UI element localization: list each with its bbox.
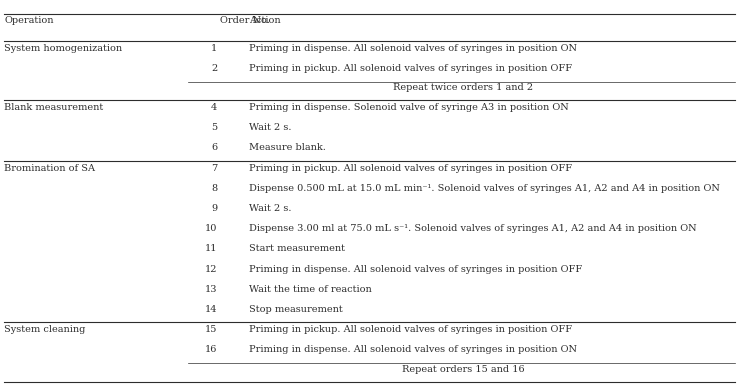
Text: Wait 2 s.: Wait 2 s.: [249, 204, 292, 213]
Text: Wait the time of reaction: Wait the time of reaction: [249, 285, 372, 294]
Text: Priming in pickup. All solenoid valves of syringes in position OFF: Priming in pickup. All solenoid valves o…: [249, 64, 572, 73]
Text: Blank measurement: Blank measurement: [4, 103, 104, 112]
Text: Priming in dispense. All solenoid valves of syringes in position ON: Priming in dispense. All solenoid valves…: [249, 44, 577, 53]
Text: Operation: Operation: [4, 16, 54, 25]
Text: Repeat twice orders 1 and 2: Repeat twice orders 1 and 2: [393, 83, 533, 93]
Text: 2: 2: [212, 64, 217, 73]
Text: 9: 9: [212, 204, 217, 213]
Text: 5: 5: [212, 123, 217, 132]
Text: Bromination of SA: Bromination of SA: [4, 164, 95, 172]
Text: Wait 2 s.: Wait 2 s.: [249, 123, 292, 132]
Text: Priming in dispense. Solenoid valve of syringe A3 in position ON: Priming in dispense. Solenoid valve of s…: [249, 103, 569, 112]
Text: 6: 6: [212, 143, 217, 152]
Text: 15: 15: [205, 325, 217, 334]
Text: Priming in dispense. All solenoid valves of syringes in position ON: Priming in dispense. All solenoid valves…: [249, 345, 577, 354]
Text: Dispense 0.500 mL at 15.0 mL min⁻¹. Solenoid valves of syringes A1, A2 and A4 in: Dispense 0.500 mL at 15.0 mL min⁻¹. Sole…: [249, 184, 720, 193]
Text: 12: 12: [205, 265, 217, 274]
Text: 8: 8: [212, 184, 217, 193]
Text: Stop measurement: Stop measurement: [249, 305, 343, 314]
Text: Priming in pickup. All solenoid valves of syringes in position OFF: Priming in pickup. All solenoid valves o…: [249, 164, 572, 172]
Text: Repeat orders 15 and 16: Repeat orders 15 and 16: [402, 365, 524, 374]
Text: 11: 11: [205, 245, 217, 253]
Text: 4: 4: [212, 103, 217, 112]
Text: 10: 10: [205, 224, 217, 233]
Text: Order No.: Order No.: [220, 16, 270, 25]
Text: 13: 13: [205, 285, 217, 294]
Text: Dispense 3.00 ml at 75.0 mL s⁻¹. Solenoid valves of syringes A1, A2 and A4 in po: Dispense 3.00 ml at 75.0 mL s⁻¹. Solenoi…: [249, 224, 696, 233]
Text: 16: 16: [205, 345, 217, 354]
Text: 7: 7: [212, 164, 217, 172]
Text: Action: Action: [249, 16, 281, 25]
Text: System homogenization: System homogenization: [4, 44, 122, 53]
Text: Priming in pickup. All solenoid valves of syringes in position OFF: Priming in pickup. All solenoid valves o…: [249, 325, 572, 334]
Text: Start measurement: Start measurement: [249, 245, 345, 253]
Text: Measure blank.: Measure blank.: [249, 143, 326, 152]
Text: System cleaning: System cleaning: [4, 325, 85, 334]
Text: 14: 14: [205, 305, 217, 314]
Text: Priming in dispense. All solenoid valves of syringes in position OFF: Priming in dispense. All solenoid valves…: [249, 265, 582, 274]
Text: 1: 1: [212, 44, 217, 53]
